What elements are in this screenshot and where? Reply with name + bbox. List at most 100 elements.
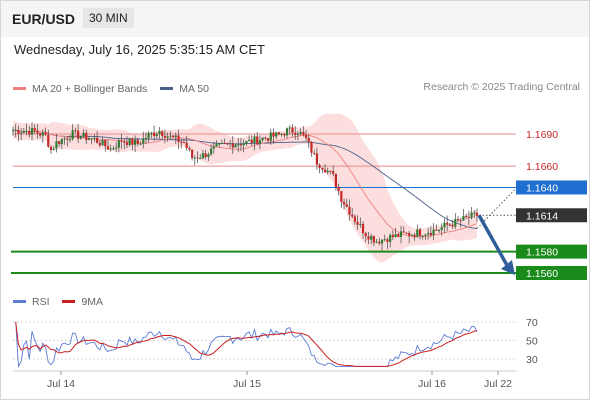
- rsi-tick-label: 50: [526, 336, 538, 348]
- candle-body: [188, 148, 191, 150]
- candle-body: [115, 147, 118, 149]
- candle-body: [242, 143, 245, 146]
- candle-body: [207, 154, 210, 158]
- rsi-label: RSI: [32, 295, 50, 308]
- ma50-label: MA 50: [179, 82, 209, 95]
- candle-body: [228, 143, 232, 145]
- candle-body: [66, 138, 69, 140]
- candle-body: [52, 148, 55, 151]
- resistance-label: 1.1660: [526, 161, 558, 173]
- candle-body: [87, 138, 91, 141]
- candle-body: [142, 138, 145, 144]
- research-credit: Research © 2025 Trading Central: [423, 81, 580, 93]
- target-tag: [516, 244, 587, 259]
- rsi-tick-label: 70: [526, 317, 538, 329]
- candle-body: [20, 132, 23, 134]
- candle-body: [120, 140, 123, 142]
- legend-rsi-ma: 9MA: [62, 296, 103, 308]
- candle-body: [470, 212, 473, 218]
- candle-body: [174, 135, 177, 138]
- candle-body: [109, 148, 112, 150]
- candle-body: [215, 143, 218, 147]
- timeframe-button[interactable]: 30 MIN: [83, 8, 134, 28]
- candle-body: [136, 139, 139, 144]
- candle-body: [98, 142, 101, 146]
- candle-body: [231, 143, 234, 148]
- candle-body: [41, 132, 44, 136]
- candle-body: [383, 239, 386, 241]
- candle-body: [25, 130, 28, 132]
- candle-body: [277, 132, 281, 135]
- projection-arrowhead: [501, 260, 515, 275]
- candle-body: [234, 144, 237, 148]
- resistance-label: 1.1690: [526, 129, 558, 141]
- candle-body: [180, 141, 183, 143]
- candle-body: [408, 232, 411, 236]
- x-axis-label: Jul 22: [484, 378, 512, 390]
- candle-body: [326, 170, 329, 173]
- candle-body: [256, 136, 259, 144]
- candle-body: [399, 231, 403, 237]
- candle-body: [280, 133, 283, 135]
- target-label: 1.1580: [526, 247, 558, 259]
- candle-body: [285, 128, 289, 136]
- candle-body: [340, 191, 343, 202]
- candle-body: [47, 134, 50, 147]
- candle-body: [239, 144, 243, 146]
- candle-body: [345, 204, 348, 207]
- candle-body: [77, 130, 80, 139]
- candle-body: [220, 143, 224, 145]
- candle-body: [101, 140, 104, 146]
- candle-body: [332, 171, 335, 174]
- candle-body: [302, 131, 305, 135]
- candle-body: [104, 140, 107, 147]
- candle-body: [299, 131, 302, 134]
- candle-body: [294, 132, 297, 135]
- candle-body: [71, 130, 74, 140]
- candle-body: [190, 149, 194, 158]
- candle-body: [475, 212, 479, 216]
- candle-body: [199, 158, 202, 160]
- ma50-line: [12, 129, 478, 229]
- candle-body: [378, 241, 381, 244]
- candle-body: [22, 131, 25, 133]
- candle-body: [123, 141, 126, 143]
- candle-body: [380, 239, 384, 244]
- candle-body: [462, 216, 465, 221]
- candle-body: [144, 138, 148, 140]
- candle-body: [139, 143, 142, 145]
- candle-body: [321, 167, 324, 170]
- candle-body: [96, 137, 99, 143]
- candle-body: [356, 221, 359, 225]
- legend-ma20: MA 20 + Bollinger Bands: [13, 83, 147, 95]
- candle-body: [245, 140, 248, 144]
- candle-body: [163, 135, 167, 138]
- ma50-swatch: [160, 87, 174, 90]
- candle-body: [402, 231, 405, 233]
- datetime-label: Wednesday, July 16, 2025 5:35:15 AM CET: [14, 42, 265, 57]
- candle-body: [315, 153, 319, 165]
- ma50-extension: [476, 188, 517, 229]
- candle-body: [432, 229, 435, 235]
- rsi-legend: RSI 9MA: [13, 294, 113, 308]
- candle-body: [182, 142, 186, 144]
- candle-body: [90, 138, 93, 140]
- candle-body: [353, 216, 356, 222]
- candle-body: [386, 239, 389, 242]
- ma20-label: MA 20 + Bollinger Bands: [32, 82, 148, 95]
- candle-body: [218, 143, 221, 145]
- x-axis-label: Jul 14: [47, 378, 75, 390]
- candle-body: [30, 127, 34, 135]
- candle-body: [177, 135, 180, 142]
- rsi-tick-label: 30: [526, 354, 538, 366]
- candle-body: [204, 153, 207, 158]
- candle-body: [14, 129, 17, 131]
- candle-body: [427, 232, 430, 235]
- candle-body: [465, 216, 468, 218]
- candle-body: [296, 133, 300, 135]
- candle-body: [361, 224, 365, 234]
- candle-body: [437, 229, 441, 231]
- candle-body: [421, 235, 424, 237]
- rsi-ma-label: 9MA: [81, 295, 104, 308]
- rsi-line: [15, 321, 478, 368]
